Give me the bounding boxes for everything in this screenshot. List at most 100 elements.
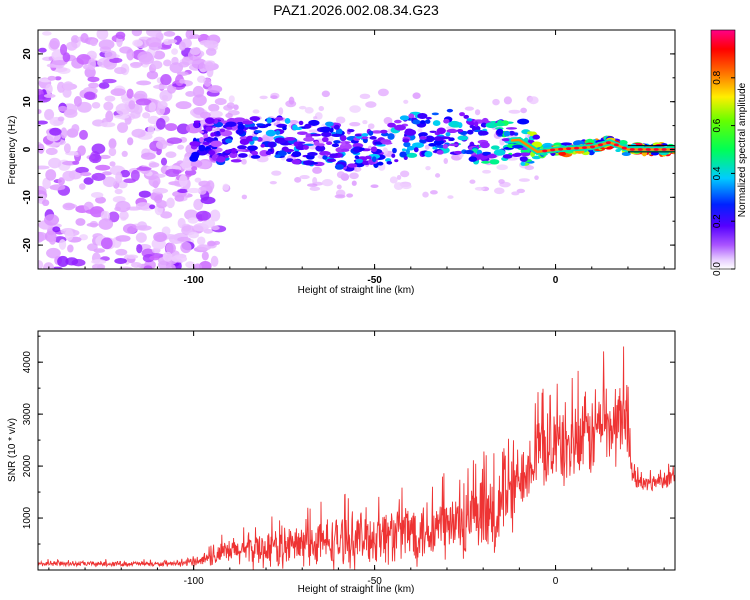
colorbar-tick-label: 0.6 [712,118,723,132]
spectrogram-blob [392,147,397,154]
spectrogram-blob [138,54,155,65]
spectrogram-blob [185,90,196,97]
spectrogram-blob [479,141,490,149]
spectrogram-blob [49,184,66,191]
spectrogram-blob [308,119,320,126]
spectrogram-blob [210,140,223,148]
spectrogram-blob [205,126,213,132]
spectrogram-blob [45,147,58,156]
spectrogram-blob [368,130,374,136]
spectrogram-blob [48,235,57,245]
spectrogram-peak [589,145,595,149]
spectrogram-peak [653,148,659,151]
spectrogram-blob [114,114,130,119]
spectrogram-blob [62,202,76,211]
spectrogram-blob [325,121,334,127]
spectrogram-blob [65,257,79,266]
spectrogram-blob [114,258,128,265]
spectrogram-blob [193,198,204,211]
spectrogram-blob [102,78,117,84]
spectrogram-blob [42,31,52,36]
spectrogram-blob [298,105,307,110]
spectrogram-blob [195,210,211,221]
snr-y-tick-label: 4000 [22,351,33,374]
spectrogram-blob [496,164,509,171]
colorbar [710,29,736,270]
spectrogram-blob [303,137,315,142]
spectrogram-blob [278,107,284,116]
spectrogram-blob [48,157,62,169]
spectrogram-blob [239,138,250,145]
spectrogram-blob [503,96,512,105]
spectrogram-blob [99,154,111,159]
spectrogram-blob [442,144,448,149]
spectrogram-blob [100,122,116,128]
spectrogram-blob [91,101,101,109]
spectrogram-blob [164,123,178,131]
spectrogram-blob [331,133,343,138]
spectrogram-blob [459,112,465,117]
spectrogram-blob [100,210,108,221]
snr-y-tick-label: 3000 [22,403,33,426]
spectrogram-blob [38,120,48,125]
spectrogram-blob [166,197,175,209]
spectrogram-blob [447,195,454,199]
spectrogram-blob [189,141,201,147]
spectrogram-blob [118,266,133,269]
spectrogram-blob [45,83,53,95]
spectrogram-blob [57,116,65,122]
snr-series-line [38,346,675,570]
spectrogram-peak [542,149,548,153]
spectrogram-blob [156,200,168,209]
spectrogram-blob [199,130,204,134]
spectrogram-blob [251,150,259,156]
spectrogram-blob [274,116,284,121]
spectrogram-blob [87,76,100,83]
spectrogram-blob [201,251,209,261]
spectrogram-blob [310,133,322,137]
spectrogram-blob [394,119,402,124]
spectrogram-y-tick-label: 20 [22,48,33,60]
spectrogram-blob [514,152,522,156]
spectrogram-blob [219,128,226,133]
spectrogram-blob [265,129,276,137]
spectrogram-blob [402,138,410,143]
snr-x-tick-label: -100 [184,576,204,587]
spectrogram-blob [104,50,117,60]
spectrogram-peak [597,143,603,147]
spectrogram-blob [146,70,159,80]
spectrogram-blob [236,128,245,135]
snr-frame [37,330,676,571]
spectrogram-blob [132,39,144,47]
spectrogram-blob [120,169,131,178]
spectrogram-blob [355,158,364,164]
spectrogram-blob [351,180,357,186]
snr-y-tick-label: 2000 [22,455,33,478]
spectrogram-blob [153,231,167,242]
spectrogram-blob [91,143,106,155]
spectrogram-blob [424,135,435,143]
spectrogram-blob [446,128,458,134]
spectrogram-blob [369,136,377,140]
spectrogram-blob [356,166,361,172]
spectrogram-blob [177,144,185,150]
spectrogram-blob [98,39,115,50]
spectrogram-blob [193,122,200,129]
spectrogram-blob [282,125,287,131]
spectrogram-blob [464,149,474,155]
spectrogram-peak [574,146,580,150]
spectrogram-blob [162,251,173,262]
spectrogram-blob [135,225,152,231]
spectrogram-blob [425,166,431,171]
spectrogram-blob [179,78,186,84]
spectrogram-blob [621,151,631,156]
spectrogram-blob [79,234,89,241]
spectrogram-blob [238,153,248,158]
spectrogram-blob [52,226,61,233]
spectrogram-blob [236,149,246,152]
spectrogram-blob [38,47,47,53]
spectrogram-blob [130,262,142,268]
spectrogram-blob [184,209,199,221]
spectrogram-blob [424,150,433,158]
spectrogram-blob [88,58,97,71]
